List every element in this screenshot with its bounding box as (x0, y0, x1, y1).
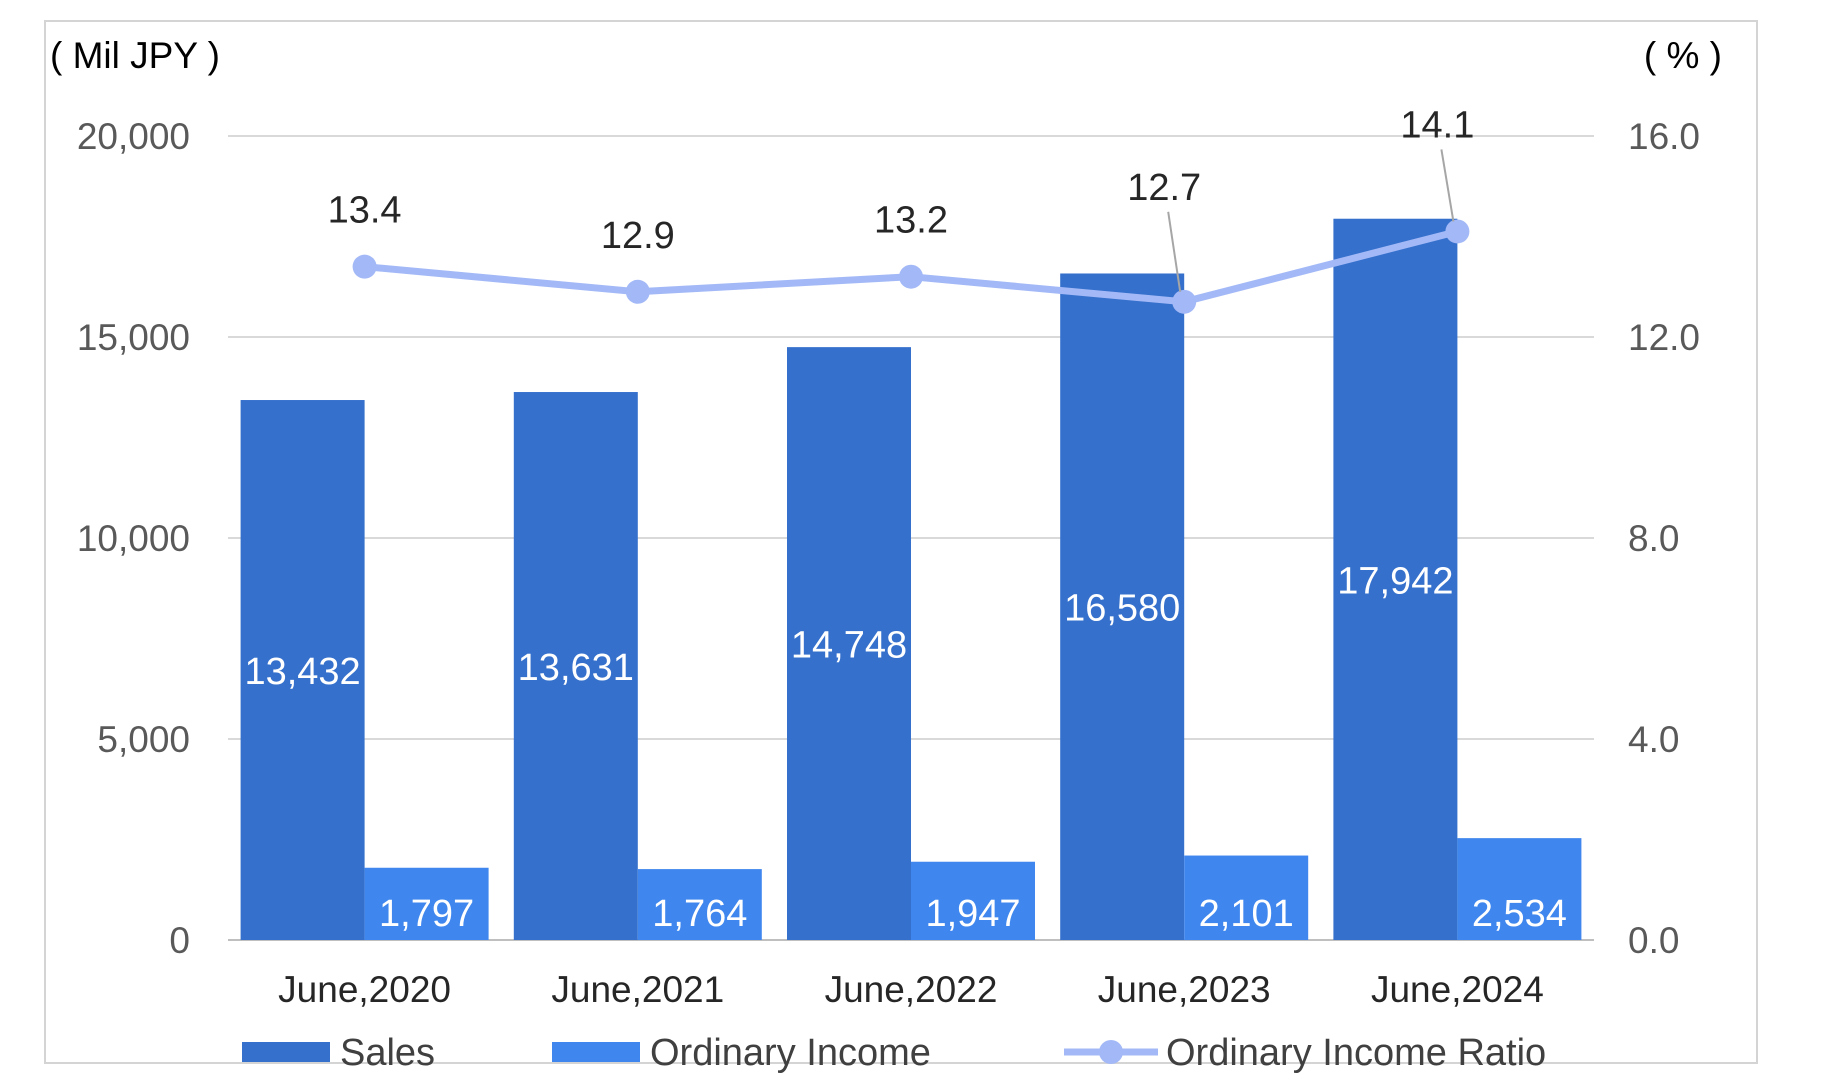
ratio-data-label: 14.1 (1400, 104, 1474, 146)
sales-data-label: 17,942 (1337, 560, 1453, 602)
left-axis-unit: ( Mil JPY ) (50, 35, 220, 76)
ratio-data-label: 12.7 (1127, 167, 1201, 209)
legend: Sales Ordinary Income Ordinary Income Rati… (242, 1032, 1546, 1074)
ratio-data-label: 12.9 (601, 215, 675, 257)
category-label: June,2023 (1098, 969, 1271, 1010)
sales-data-label: 13,631 (518, 647, 634, 689)
sales-bar (1060, 273, 1185, 940)
right-tick-label: 12.0 (1628, 317, 1700, 358)
left-tick-label: 20,000 (77, 116, 190, 157)
ratio-leader-line (1167, 211, 1182, 292)
ratio-point (899, 264, 923, 289)
right-tick-label: 8.0 (1628, 518, 1679, 559)
ratio-leader-line (1440, 149, 1455, 222)
data-labels: 13,432 1,797 13,631 1,764 14,748 1,947 16,580 2… (244, 104, 1566, 935)
sales-bar (1333, 218, 1458, 941)
legend-label-ratio: Ordinary Income Ratio (1166, 1032, 1546, 1074)
left-tick-label: 15,000 (77, 317, 190, 358)
legend-label-sales: Sales (340, 1032, 435, 1074)
ratio-point (625, 279, 650, 304)
legend-swatch-ratio-point (1099, 1040, 1123, 1064)
ratio-point (352, 254, 377, 279)
category-label: June,2021 (551, 969, 724, 1010)
legend-swatch-ordinary-income (552, 1042, 640, 1062)
sales-data-label: 13,432 (244, 651, 360, 693)
chart-frame (44, 20, 1758, 1064)
ratio-point (1445, 219, 1470, 244)
left-tick-label: 0 (169, 920, 190, 961)
ordinary-income-data-label: 2,534 (1472, 893, 1567, 935)
ordinary-income-data-label: 1,947 (925, 893, 1020, 935)
ordinary-income-bar (1184, 855, 1309, 940)
right-tick-label: 16.0 (1628, 116, 1700, 157)
legend-label-ordinary-income: Ordinary Income (650, 1032, 931, 1074)
ratio-data-label: 13.4 (328, 190, 402, 232)
ordinary-income-bar (911, 861, 1035, 940)
right-tick-label: 4.0 (1628, 719, 1679, 760)
ordinary-income-bar (364, 867, 489, 940)
bars (240, 218, 1582, 941)
left-tick-label: 10,000 (77, 518, 190, 559)
ordinary-income-data-label: 2,101 (1199, 893, 1294, 935)
category-label: June,2020 (278, 969, 451, 1010)
sales-bar (513, 392, 638, 940)
ordinary-income-bar (1457, 838, 1582, 940)
ordinary-income-data-label: 1,764 (652, 893, 747, 935)
ratio-data-label: 13.2 (874, 200, 948, 242)
sales-bar (240, 400, 365, 941)
sales-data-label: 14,748 (791, 625, 907, 667)
ordinary-income-bar (637, 869, 762, 940)
left-tick-label: 5,000 (97, 719, 190, 760)
ratio-point (1172, 289, 1197, 314)
axis-ticks: 0 5,000 10,000 15,000 20,000 0.0 4.0 8.0 12.0 16.… (77, 116, 1700, 1010)
legend-swatch-sales (242, 1042, 330, 1062)
category-label: June,2022 (825, 969, 998, 1010)
right-axis-unit: ( % ) (1644, 35, 1722, 76)
right-tick-label: 0.0 (1628, 920, 1679, 961)
ratio-line (352, 219, 1470, 314)
ordinary-income-data-label: 1,797 (379, 893, 474, 935)
sales-data-label: 16,580 (1064, 588, 1180, 630)
sales-bar (787, 347, 911, 941)
category-label: June,2024 (1371, 969, 1544, 1010)
